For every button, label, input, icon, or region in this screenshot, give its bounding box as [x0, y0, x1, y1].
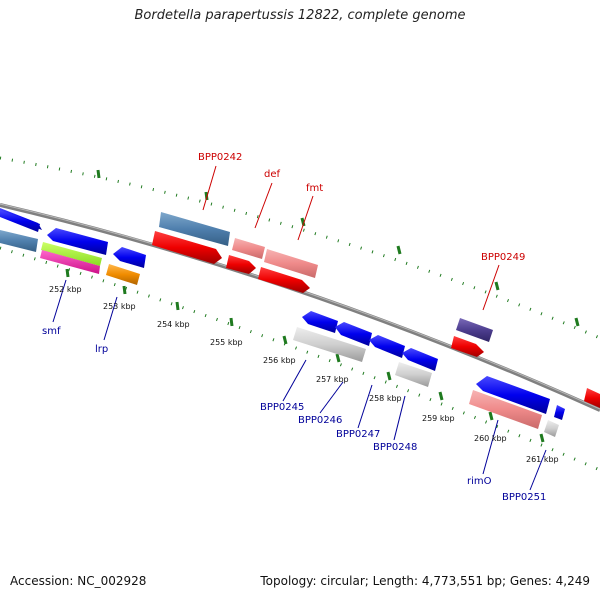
gene-reverse-steelblue — [0, 230, 38, 252]
gene-label-rimO: rimO — [467, 476, 492, 487]
gene-reverse-blue-4 — [335, 322, 372, 346]
reverse-leaders — [52, 279, 547, 491]
gene-fmt-red — [258, 267, 310, 293]
gene-def-red — [226, 255, 256, 274]
forward-leaders — [202, 165, 500, 311]
reverse-genes — [0, 228, 565, 437]
gene-small-blue — [554, 405, 565, 420]
reverse-gene-labels: smf lrp BPP0245 BPP0246 BPP0247 BPP0248 … — [42, 326, 546, 503]
gene-label-BPP0249: BPP0249 — [481, 252, 525, 263]
gene-reverse-blue-1 — [47, 228, 108, 255]
kbp-label: 257 kbp — [316, 375, 349, 384]
kbp-label: 260 kbp — [474, 434, 507, 443]
gene-label-BPP0251: BPP0251 — [502, 492, 546, 503]
gene-forward-red-1 — [152, 231, 222, 264]
forward-genes — [0, 208, 600, 408]
gene-BPP0249 — [456, 318, 493, 342]
gene-forward-blue-tail — [0, 210, 40, 232]
map-title: Bordetella parapertussis 12822, complete… — [134, 8, 466, 23]
kbp-labels: 252 kbp 253 kbp 254 kbp 255 kbp 256 kbp … — [49, 285, 559, 464]
gene-label-BPP0247: BPP0247 — [336, 429, 380, 440]
accession-text: Accession: NC_002928 — [10, 574, 147, 588]
kbp-label: 261 kbp — [526, 455, 559, 464]
gene-label-fmt: fmt — [306, 183, 323, 194]
gene-reverse-blue-5 — [369, 335, 405, 358]
topology-text: Topology: circular; Length: 4,773,551 bp… — [260, 574, 590, 588]
kbp-label: 253 kbp — [103, 302, 136, 311]
gene-fmt — [264, 249, 318, 278]
kbp-label: 255 kbp — [210, 338, 243, 347]
gene-label-BPP0245: BPP0245 — [260, 402, 304, 413]
gene-forward-steelblue — [159, 212, 230, 246]
gene-reverse-blue-2 — [113, 247, 146, 268]
gene-label-BPP0248: BPP0248 — [373, 442, 417, 453]
genome-backbone — [0, 203, 600, 412]
gene-BPP0249-red — [451, 336, 484, 357]
gene-BPP0245 — [293, 327, 366, 362]
gene-reverse-blue-6 — [402, 348, 438, 371]
gene-rimO-blue — [476, 376, 550, 414]
gene-def — [232, 238, 265, 259]
gene-rimO — [469, 390, 542, 429]
gene-label-smf: smf — [42, 326, 61, 337]
forward-gene-labels: BPP0242 def fmt BPP0249 — [198, 152, 525, 263]
gene-BPP0248 — [395, 362, 432, 387]
kbp-ticks — [65, 268, 545, 443]
gene-reverse-blue-3 — [302, 311, 338, 333]
kbp-label: 259 kbp — [422, 414, 455, 423]
kbp-label: 254 kbp — [157, 320, 190, 329]
gene-label-def: def — [264, 169, 281, 180]
kbp-label: 252 kbp — [49, 285, 82, 294]
gene-smf-lime — [41, 242, 102, 266]
gene-lrp — [106, 264, 140, 285]
gene-label-lrp: lrp — [95, 344, 108, 355]
gene-BPP0251 — [544, 420, 559, 437]
gene-label-BPP0246: BPP0246 — [298, 415, 342, 426]
kbp-label: 258 kbp — [369, 394, 402, 403]
kbp-label: 256 kbp — [263, 356, 296, 365]
gene-label-BPP0242: BPP0242 — [198, 152, 242, 163]
gene-forward-red-edge — [584, 388, 600, 408]
gene-smf — [40, 250, 100, 274]
